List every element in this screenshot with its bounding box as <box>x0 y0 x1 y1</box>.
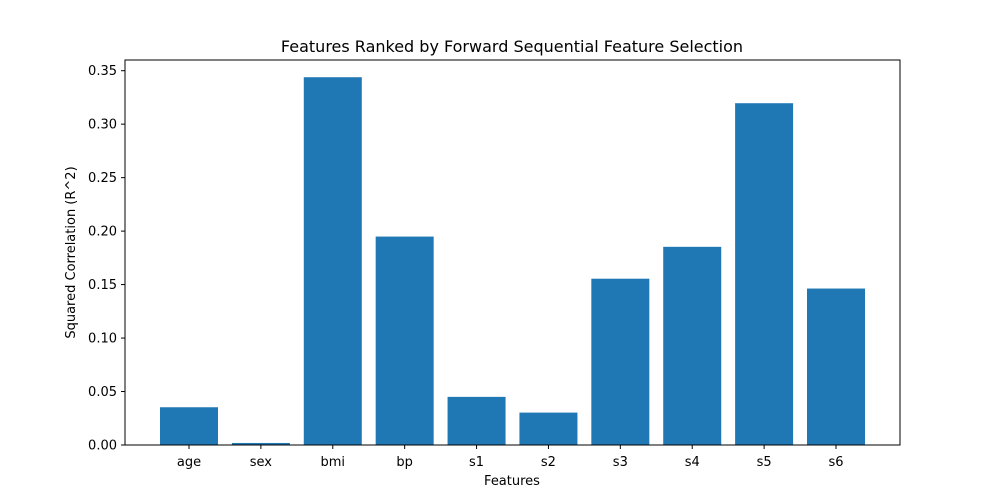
bar-bp <box>375 236 434 445</box>
x-tick-label: s2 <box>541 455 556 470</box>
x-tick-label: sex <box>250 455 273 470</box>
x-tick-label: s3 <box>613 455 628 470</box>
y-tick-label: 0.25 <box>88 171 117 186</box>
bar-bmi <box>303 77 362 445</box>
bar-s4 <box>663 246 722 445</box>
x-tick-label: bp <box>396 455 413 470</box>
bar-s3 <box>591 278 650 445</box>
y-tick-label: 0.05 <box>88 385 117 400</box>
x-tick-label: s6 <box>828 455 843 470</box>
bar-s5 <box>735 103 794 446</box>
bar-s6 <box>807 288 865 445</box>
chart-title: Features Ranked by Forward Sequential Fe… <box>281 37 743 56</box>
y-tick-label: 0.35 <box>88 64 117 79</box>
x-tick-label: s5 <box>757 455 772 470</box>
x-axis-label: Features <box>484 474 540 489</box>
bars-group <box>160 77 865 446</box>
x-tick-label: s1 <box>469 455 484 470</box>
y-tick-label: 0.10 <box>88 332 117 347</box>
x-tick-label: bmi <box>321 455 346 470</box>
y-tick-label: 0.20 <box>88 225 117 240</box>
bar-s1 <box>447 396 506 446</box>
y-tick-label: 0.30 <box>88 118 117 133</box>
x-tick-label: age <box>177 455 201 470</box>
bar-sex <box>231 442 290 445</box>
plot-frame <box>124 59 901 446</box>
y-axis: 0.00 0.05 0.10 0.15 0.20 0.25 0.30 0.35 <box>88 64 125 454</box>
y-axis-label: Squared Correlation (R^2) <box>64 166 79 338</box>
x-axis: age sex bmi bp s1 s2 s3 s4 s5 s6 <box>177 445 844 470</box>
y-tick-label: 0.00 <box>88 439 117 454</box>
y-tick-label: 0.15 <box>88 278 117 293</box>
bar-age <box>160 407 218 445</box>
bar-s2 <box>519 412 578 445</box>
x-tick-label: s4 <box>685 455 700 470</box>
